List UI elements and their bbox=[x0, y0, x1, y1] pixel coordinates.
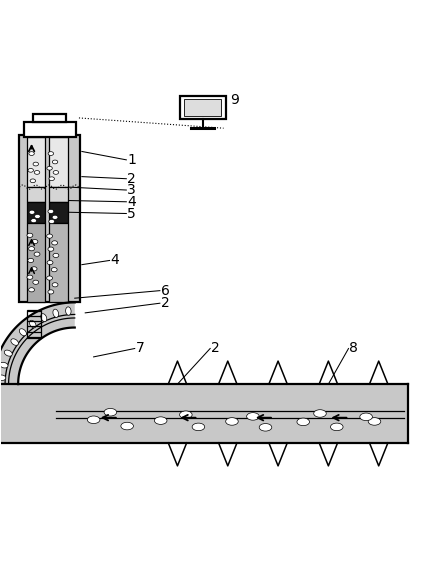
Ellipse shape bbox=[52, 160, 58, 164]
Ellipse shape bbox=[246, 413, 259, 420]
Text: 2: 2 bbox=[211, 342, 220, 356]
Ellipse shape bbox=[29, 210, 35, 215]
Ellipse shape bbox=[87, 416, 100, 423]
Ellipse shape bbox=[226, 417, 238, 425]
Polygon shape bbox=[179, 96, 226, 119]
Text: 4: 4 bbox=[111, 253, 119, 268]
Ellipse shape bbox=[29, 288, 35, 292]
Text: 4: 4 bbox=[127, 195, 136, 209]
Ellipse shape bbox=[29, 152, 34, 155]
Ellipse shape bbox=[52, 215, 58, 219]
Ellipse shape bbox=[28, 258, 34, 263]
Ellipse shape bbox=[47, 260, 53, 265]
Ellipse shape bbox=[33, 162, 38, 166]
Ellipse shape bbox=[35, 215, 41, 219]
Ellipse shape bbox=[48, 247, 54, 251]
Polygon shape bbox=[27, 187, 46, 202]
Ellipse shape bbox=[47, 276, 52, 280]
Ellipse shape bbox=[27, 275, 33, 279]
Ellipse shape bbox=[360, 413, 372, 420]
Ellipse shape bbox=[41, 313, 47, 322]
Polygon shape bbox=[24, 122, 76, 137]
Ellipse shape bbox=[30, 179, 35, 183]
Ellipse shape bbox=[368, 417, 381, 425]
Ellipse shape bbox=[48, 290, 54, 294]
Text: 3: 3 bbox=[127, 183, 136, 197]
Ellipse shape bbox=[179, 411, 192, 419]
Ellipse shape bbox=[154, 417, 167, 425]
Ellipse shape bbox=[314, 410, 326, 417]
Polygon shape bbox=[27, 223, 46, 302]
Ellipse shape bbox=[297, 418, 309, 426]
Polygon shape bbox=[49, 137, 68, 187]
Polygon shape bbox=[27, 137, 46, 187]
Polygon shape bbox=[27, 202, 46, 223]
Polygon shape bbox=[0, 384, 408, 443]
Text: 2: 2 bbox=[127, 172, 136, 186]
Ellipse shape bbox=[0, 362, 8, 368]
Ellipse shape bbox=[47, 166, 52, 170]
Ellipse shape bbox=[49, 219, 54, 223]
Ellipse shape bbox=[121, 422, 133, 430]
Ellipse shape bbox=[31, 219, 37, 223]
Text: 2: 2 bbox=[161, 296, 170, 310]
Polygon shape bbox=[49, 187, 68, 202]
Text: 6: 6 bbox=[161, 283, 170, 298]
Polygon shape bbox=[49, 223, 68, 302]
Ellipse shape bbox=[34, 171, 40, 174]
Text: 1: 1 bbox=[127, 153, 136, 167]
Ellipse shape bbox=[48, 209, 54, 213]
Text: 9: 9 bbox=[230, 93, 239, 107]
Ellipse shape bbox=[65, 307, 71, 315]
Ellipse shape bbox=[52, 283, 58, 287]
Ellipse shape bbox=[259, 423, 272, 431]
Ellipse shape bbox=[4, 350, 12, 356]
Ellipse shape bbox=[29, 246, 35, 251]
Ellipse shape bbox=[30, 320, 36, 328]
Ellipse shape bbox=[52, 240, 57, 245]
Polygon shape bbox=[19, 135, 80, 302]
Polygon shape bbox=[33, 113, 66, 122]
Ellipse shape bbox=[192, 423, 205, 430]
Ellipse shape bbox=[48, 152, 54, 155]
Ellipse shape bbox=[27, 233, 33, 238]
Text: 7: 7 bbox=[135, 342, 144, 356]
Ellipse shape bbox=[53, 309, 59, 318]
Ellipse shape bbox=[53, 171, 59, 174]
Ellipse shape bbox=[51, 268, 57, 272]
Text: 8: 8 bbox=[349, 342, 358, 356]
Polygon shape bbox=[184, 99, 222, 116]
Polygon shape bbox=[0, 302, 75, 384]
Ellipse shape bbox=[19, 329, 27, 336]
Ellipse shape bbox=[32, 239, 38, 243]
Ellipse shape bbox=[49, 177, 54, 181]
Ellipse shape bbox=[31, 267, 37, 271]
Ellipse shape bbox=[0, 375, 6, 380]
Polygon shape bbox=[49, 202, 68, 223]
Ellipse shape bbox=[34, 252, 40, 256]
Ellipse shape bbox=[28, 168, 33, 172]
Ellipse shape bbox=[11, 339, 19, 345]
Text: 5: 5 bbox=[127, 206, 136, 220]
Ellipse shape bbox=[53, 253, 59, 258]
Ellipse shape bbox=[104, 409, 116, 416]
Ellipse shape bbox=[47, 234, 52, 238]
Ellipse shape bbox=[33, 280, 39, 285]
Ellipse shape bbox=[330, 423, 343, 430]
